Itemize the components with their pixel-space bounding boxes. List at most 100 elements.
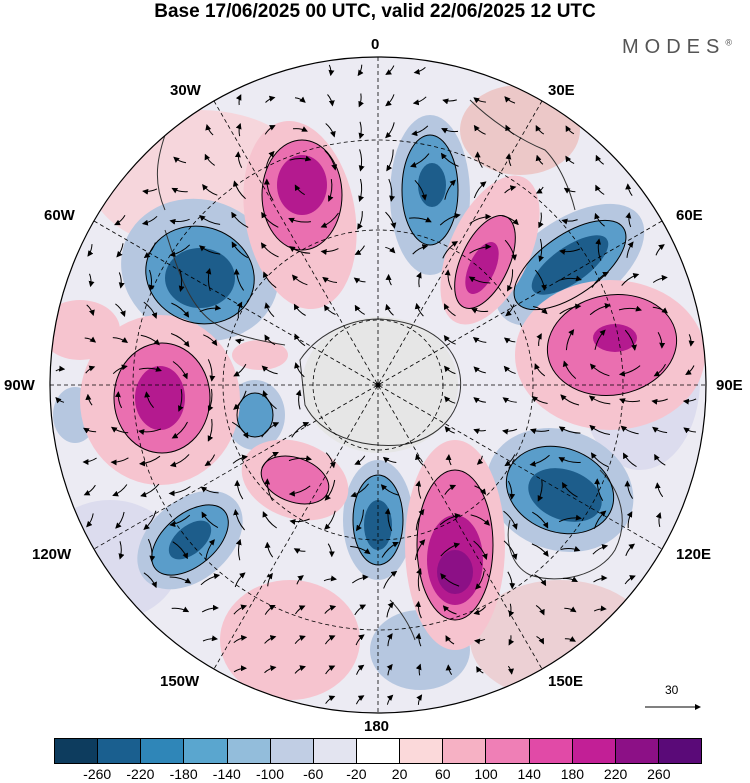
wind-arrow <box>439 513 461 526</box>
lon-label-bottom-right: 150E <box>548 673 584 690</box>
wind-arrow <box>440 573 460 587</box>
wind-arrow <box>115 511 125 529</box>
modes-logo: MODES® <box>622 36 732 59</box>
wind-arrow <box>170 333 190 348</box>
wind-arrow <box>288 485 311 497</box>
wind-arrow <box>172 361 188 380</box>
colorbar-bin <box>615 739 659 763</box>
wind-arrow <box>320 212 339 228</box>
wind-arrow <box>358 121 365 140</box>
colorbar-bin <box>356 739 401 763</box>
wind-arrow <box>261 451 279 468</box>
wind-arrow <box>55 396 65 404</box>
wind-arrow <box>588 395 611 405</box>
colorbar-bin <box>400 739 444 763</box>
wind-arrow <box>503 510 518 530</box>
wind-arrow <box>322 276 338 283</box>
wind-arrow <box>385 303 394 316</box>
wind-arrow <box>592 544 609 555</box>
wind-arrow <box>472 336 487 344</box>
wind-arrow <box>414 302 424 317</box>
colorbar-bin <box>313 739 357 763</box>
colorbar-bin <box>658 739 702 763</box>
wind-arrow <box>293 303 306 316</box>
wind-arrow <box>264 541 274 558</box>
wind-arrow <box>474 151 483 168</box>
lon-label-left: 90W <box>4 377 35 394</box>
wind-arrow <box>444 269 453 290</box>
colorbar-tick-label: -260 <box>83 766 112 782</box>
wind-arrow <box>385 65 395 75</box>
wind-arrow <box>538 212 544 229</box>
colorbar <box>54 738 702 764</box>
colorbar-tick-label: -180 <box>169 766 198 782</box>
wind-arrow <box>323 304 336 315</box>
wind-arrow <box>386 601 394 618</box>
wind-arrow <box>232 180 246 200</box>
wind-arrow <box>233 390 247 410</box>
wind-arrow <box>324 150 338 171</box>
wind-arrow <box>138 428 162 436</box>
wind-arrow <box>293 548 306 554</box>
wind-arrow <box>386 694 394 705</box>
colorbar-tick-label: 140 <box>517 766 541 782</box>
colorbar-tick-label: -220 <box>126 766 155 782</box>
wind-arrow <box>595 184 605 195</box>
wind-arrow <box>562 360 577 379</box>
wind-arrow <box>236 301 243 318</box>
wind-arrow <box>502 428 518 435</box>
wind-arrow <box>412 244 429 255</box>
wind-arrow <box>289 518 310 525</box>
wind-arrow <box>504 454 516 467</box>
wind-arrow <box>410 153 430 168</box>
wind-arrow <box>476 666 484 674</box>
logo-mark: ® <box>725 37 732 48</box>
lon-label-top: 0 <box>371 36 380 53</box>
wind-arrow <box>200 486 219 494</box>
wind-arrow <box>655 512 662 528</box>
wind-arrow <box>233 634 248 643</box>
colorbar-tick-label: 60 <box>435 766 451 782</box>
wind-arrow <box>415 663 422 676</box>
wind-arrow <box>169 218 190 225</box>
wind-arrow <box>473 124 486 135</box>
wind-arrow <box>595 154 604 165</box>
wind-arrow <box>560 546 581 552</box>
wind-arrow <box>294 333 306 347</box>
wind-arrow <box>654 453 666 466</box>
wind-arrow <box>325 123 336 138</box>
colorbar-bin <box>141 739 185 763</box>
lon-label-bottom: 180 <box>364 718 390 735</box>
wind-arrow <box>442 241 459 259</box>
wind-arrow <box>501 215 519 226</box>
wind-arrow <box>204 454 216 466</box>
wind-arrow <box>232 454 248 464</box>
wind-arrow <box>138 366 162 372</box>
wind-arrow <box>83 484 96 496</box>
wind-arrow <box>385 246 396 254</box>
wind-arrow <box>355 509 364 532</box>
wind-arrow <box>83 427 97 434</box>
wind-arrow <box>470 514 491 526</box>
colorbar-bin <box>184 739 228 763</box>
wind-arrow <box>357 211 363 230</box>
wind-arrow <box>148 269 155 291</box>
wind-arrow <box>558 426 581 434</box>
wind-arrow <box>538 238 545 262</box>
wind-arrow <box>386 633 393 647</box>
wind-arrow <box>112 337 129 343</box>
wind-arrow <box>234 338 245 345</box>
lon-label-bottom-left: 150W <box>160 673 200 690</box>
wind-arrow <box>355 634 365 646</box>
wind-arrow <box>440 542 461 557</box>
wind-arrow <box>508 603 515 618</box>
wind-arrow <box>353 277 366 284</box>
wind-arrow <box>618 365 641 377</box>
wind-arrow <box>233 604 248 615</box>
wind-arrow <box>324 605 337 614</box>
wind-arrow <box>140 334 160 346</box>
colorbar-tick-label: 20 <box>391 766 408 782</box>
wind-arrow <box>296 575 304 585</box>
wind-arrow <box>589 363 610 377</box>
wind-arrow <box>474 638 486 645</box>
